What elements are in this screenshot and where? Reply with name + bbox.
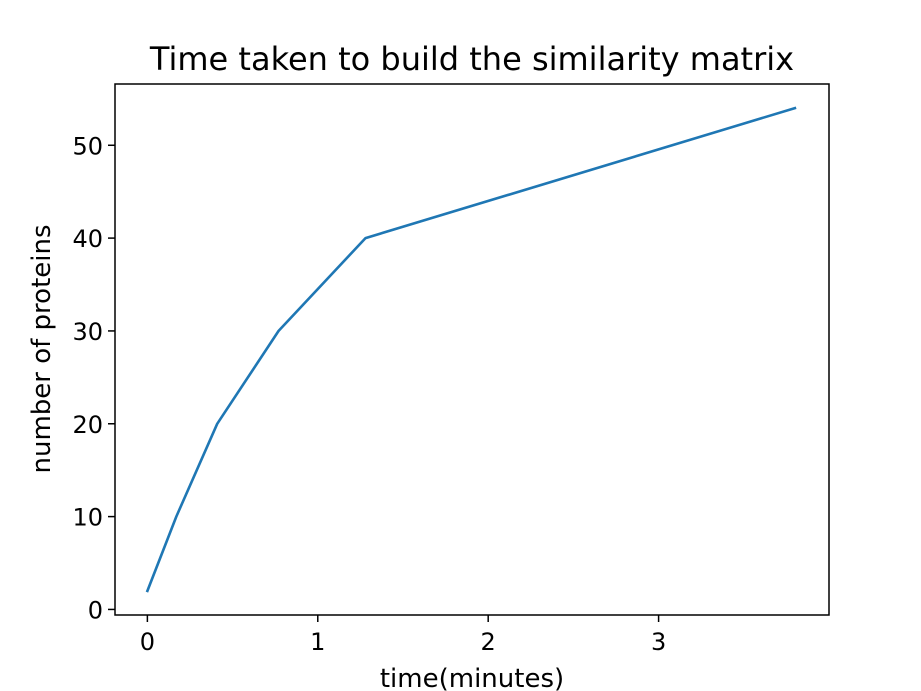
y-tick-label: 50	[72, 132, 103, 160]
x-tick-label: 0	[140, 628, 155, 656]
series-line	[145, 106, 797, 593]
series-group	[145, 106, 797, 593]
y-tick-label: 10	[72, 504, 103, 532]
y-tick-label: 0	[88, 596, 103, 624]
plot-frame	[114, 83, 830, 616]
y-tick-label: 40	[72, 225, 103, 253]
x-tick-label: 1	[310, 628, 325, 656]
x-tick-label: 2	[481, 628, 496, 656]
plot-area	[115, 84, 829, 615]
y-axis-ticks: 0 10 20 30 40 50	[72, 132, 115, 624]
chart-title: Time taken to build the similarity matri…	[149, 40, 794, 78]
y-axis-label: number of proteins	[27, 224, 57, 473]
x-tick-label: 3	[651, 628, 666, 656]
y-tick-label: 20	[72, 411, 103, 439]
x-axis-ticks: 0 1 2 3	[140, 615, 666, 656]
y-tick-label: 30	[72, 318, 103, 346]
x-axis-label: time(minutes)	[380, 664, 564, 691]
